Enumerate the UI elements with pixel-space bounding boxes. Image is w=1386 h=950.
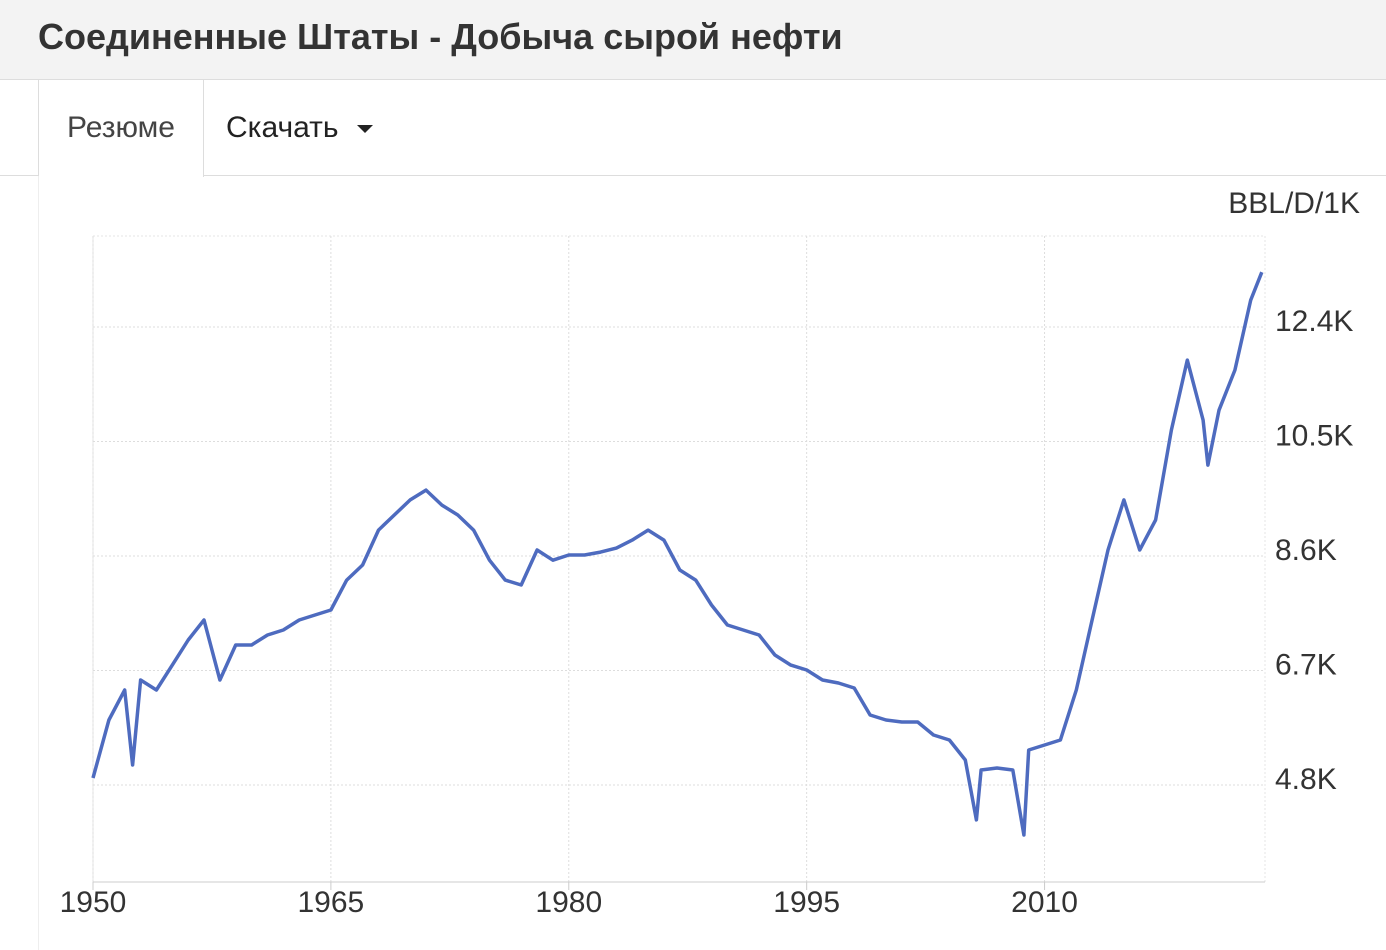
unit-label: BBL/D/1K <box>1228 187 1360 220</box>
x-tick-label: 1950 <box>60 886 127 919</box>
divider <box>38 176 39 950</box>
x-tick-label: 1995 <box>773 886 840 919</box>
header: Соединенные Штаты - Добыча сырой нефти <box>0 0 1386 80</box>
data-line <box>91 271 1264 837</box>
x-tick-label: 1965 <box>298 886 365 919</box>
y-tick-label: 4.8K <box>1275 763 1337 796</box>
y-tick-label: 12.4K <box>1275 305 1353 338</box>
tab-bar: Резюме Скачать <box>0 80 1386 177</box>
tab[interactable]: Скачать <box>226 80 373 176</box>
tab[interactable]: Резюме <box>38 80 204 177</box>
caret <box>356 125 373 134</box>
tab-label[interactable]: Скачать <box>226 111 339 144</box>
y-tick-label: 10.5K <box>1275 419 1353 452</box>
x-tick-label: 1980 <box>535 886 602 919</box>
x-tick-label: 2010 <box>1011 886 1078 919</box>
y-tick-label: 6.7K <box>1275 648 1337 681</box>
page-title: Соединенные Штаты - Добыча сырой нефти <box>38 16 843 57</box>
y-tick-label: 8.6K <box>1275 534 1337 567</box>
